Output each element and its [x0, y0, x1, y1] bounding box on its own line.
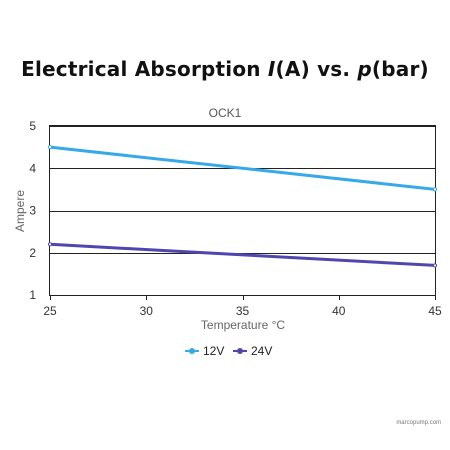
legend-label: 12V	[203, 344, 224, 358]
title-part-5: (bar)	[371, 57, 429, 81]
series-line-12V	[48, 145, 437, 191]
grid-layer	[50, 126, 435, 296]
data-point-24V	[432, 263, 438, 268]
x-tick-labels: 25 30 35 40 45	[43, 295, 442, 318]
legend: 12V 24V	[185, 344, 272, 358]
y-axis-label: Ampere	[13, 190, 27, 232]
watermark: marcopump.com	[396, 420, 441, 426]
y-tick-label: 2	[29, 246, 36, 260]
title-part-4: p	[357, 57, 372, 81]
legend-label: 24V	[251, 344, 272, 358]
chart-title: OCK1	[209, 106, 242, 120]
series-layer	[47, 145, 438, 268]
x-axis-label: Temperature °C	[201, 318, 285, 332]
y-tick-label: 4	[29, 161, 36, 175]
legend-swatch-marker	[189, 348, 195, 354]
series-line-24V	[48, 242, 437, 267]
page-title: Electrical Absorption I(A) vs. p(bar)	[0, 57, 450, 81]
data-point-12V	[432, 187, 438, 192]
y-tick-label: 1	[29, 288, 36, 302]
title-part-3: (A) vs.	[275, 57, 358, 81]
data-point-12V	[47, 145, 53, 150]
x-tick-label: 30	[140, 304, 154, 318]
data-point-24V	[47, 242, 53, 247]
plot-frame	[49, 125, 436, 296]
legend-item-12V[interactable]: 12V	[185, 344, 224, 358]
x-tick-label: 40	[332, 304, 346, 318]
x-tick-label: 35	[236, 304, 250, 318]
legend-item-24V[interactable]: 24V	[233, 344, 272, 358]
y-tick-labels: 1 2 3 4 5	[29, 119, 36, 302]
title-part-1: Electrical Absorption	[21, 57, 268, 81]
y-tick-label: 3	[29, 204, 36, 218]
legend-swatch-marker	[237, 348, 243, 354]
title-part-2: I	[267, 57, 276, 81]
x-tick-label: 25	[43, 304, 57, 318]
y-tick-label: 5	[29, 119, 36, 133]
x-tick-label: 45	[428, 304, 442, 318]
